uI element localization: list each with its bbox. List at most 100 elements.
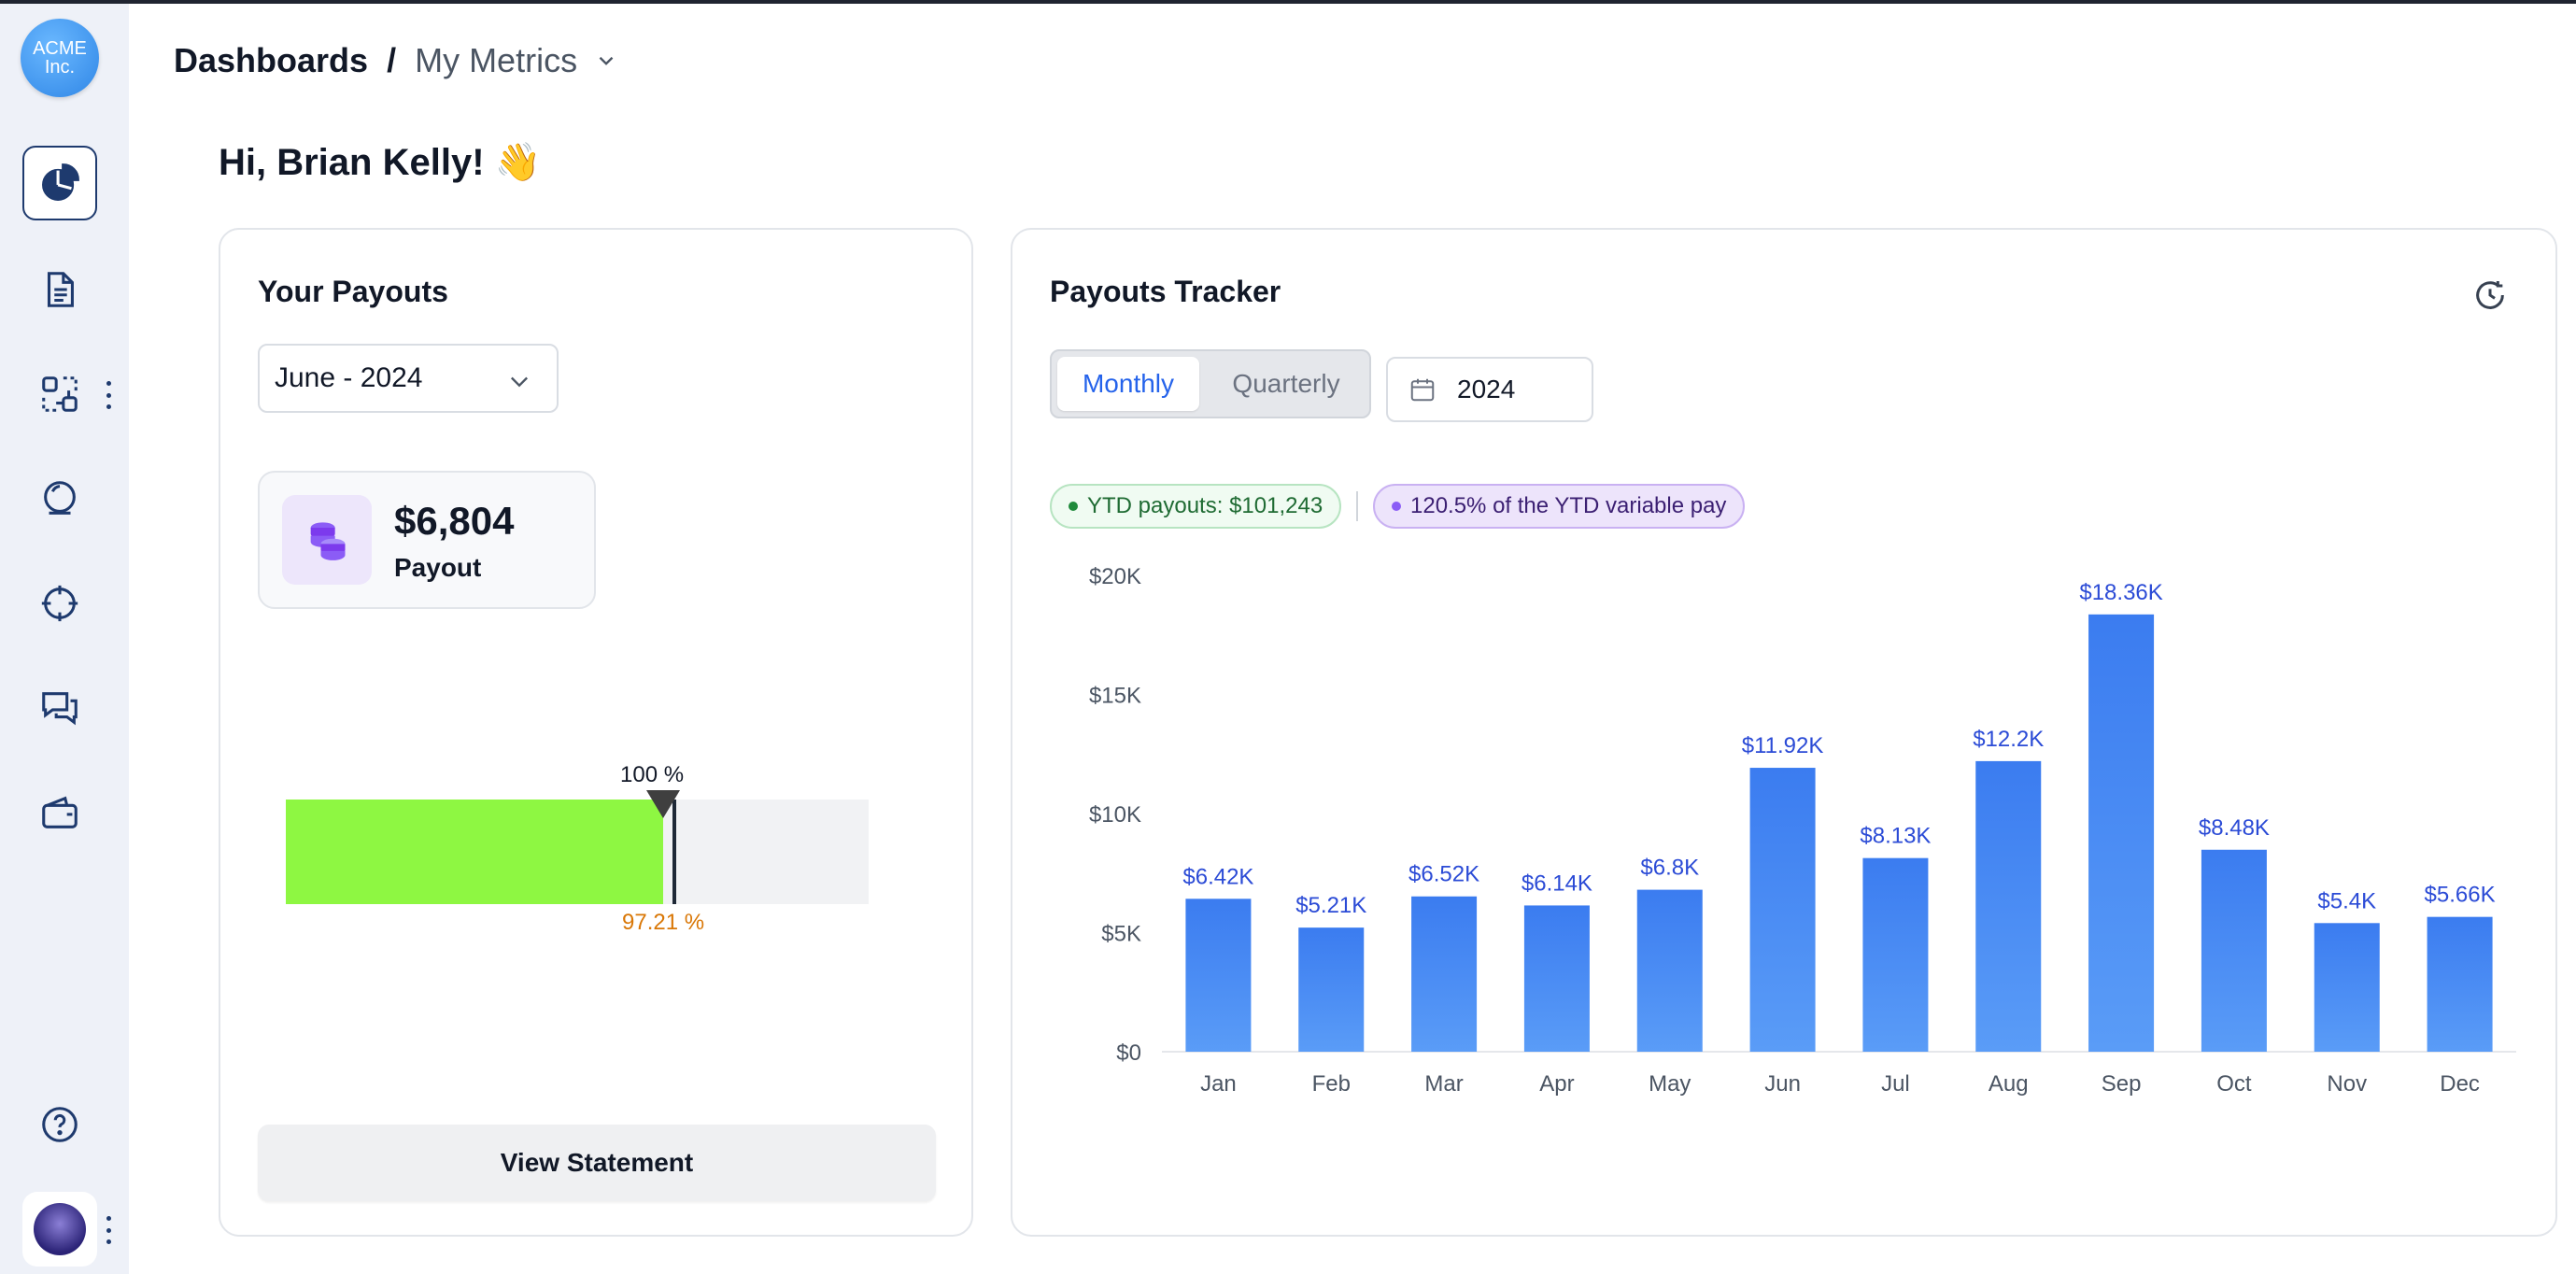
bar xyxy=(1523,905,1590,1052)
payout-label: Payout xyxy=(394,553,482,582)
chat-icon xyxy=(42,692,78,726)
x-tick-label: Jul xyxy=(1881,1071,1910,1097)
breadcrumb: Dashboards / My Metrics xyxy=(174,37,618,84)
y-tick-label: $5K xyxy=(1101,922,1141,947)
ytd-payouts-badge: YTD payouts: $101,243 xyxy=(1050,484,1342,529)
workflow-menu-dots[interactable] xyxy=(103,381,114,409)
tracker-title: Payouts Tracker xyxy=(1050,275,1281,308)
year-value: 2024 xyxy=(1457,375,1516,403)
top-border xyxy=(0,0,2576,4)
sidebar-item-targets[interactable] xyxy=(22,566,97,641)
x-tick-label: Jan xyxy=(1200,1071,1237,1097)
ytd-variable-badge: 120.5% of the YTD variable pay xyxy=(1373,484,1746,529)
pie-chart-icon xyxy=(42,163,79,201)
gauge-target-line xyxy=(672,800,676,904)
data-label: $5.4K xyxy=(2317,888,2376,913)
coins-icon xyxy=(282,495,372,585)
sidebar-item-forecast[interactable] xyxy=(22,461,97,536)
user-avatar[interactable] xyxy=(22,1192,97,1267)
profile-menu-dots[interactable] xyxy=(103,1216,114,1244)
period-toggle: Monthly Quarterly xyxy=(1050,349,1371,418)
bar xyxy=(2088,614,2155,1052)
data-label: $5.66K xyxy=(2425,883,2496,908)
y-tick-label: $10K xyxy=(1089,802,1141,828)
view-statement-button[interactable]: View Statement xyxy=(258,1125,936,1201)
history-icon[interactable] xyxy=(2471,276,2509,314)
data-label: $18.36K xyxy=(2079,580,2162,605)
document-icon xyxy=(47,272,74,307)
x-tick-label: Dec xyxy=(2440,1071,2480,1097)
data-label: $5.21K xyxy=(1295,893,1366,918)
sidebar: ACME Inc. xyxy=(0,4,129,1274)
chevron-down-icon[interactable] xyxy=(594,49,618,73)
company-logo[interactable]: ACME Inc. xyxy=(21,19,99,97)
wallet-icon xyxy=(42,796,78,828)
tracker-card: Payouts Tracker Monthly Quarterly 2024 Y… xyxy=(1011,228,2557,1237)
bar xyxy=(1636,889,1703,1052)
bar xyxy=(2314,923,2380,1052)
payouts-bar-chart: $0 $5K $10K $15K $20K $6.42K Jan $5.21K Feb $6.52… xyxy=(1089,566,2516,1097)
purple-dot-icon xyxy=(1392,502,1401,511)
tab-monthly[interactable]: Monthly xyxy=(1057,357,1199,411)
logo-line2: Inc. xyxy=(44,57,76,78)
data-label: $8.13K xyxy=(1860,824,1931,849)
period-select[interactable]: June - 2024 xyxy=(258,344,559,413)
chevron-down-icon xyxy=(511,376,528,388)
ytd-variable-text: 120.5% of the YTD variable pay xyxy=(1410,493,1727,518)
bar xyxy=(1749,768,1816,1052)
gauge-marker xyxy=(646,790,681,818)
data-label: $11.92K xyxy=(1742,733,1824,758)
greeting: Hi, Brian Kelly! 👋 xyxy=(219,142,542,183)
bar xyxy=(1185,899,1252,1052)
data-label: $6.42K xyxy=(1182,864,1253,889)
gauge-fill xyxy=(286,800,664,904)
crystal-ball-icon xyxy=(44,481,76,515)
x-tick-label: Mar xyxy=(1424,1071,1463,1097)
payout-gauge xyxy=(286,790,869,904)
x-tick-label: Nov xyxy=(2327,1071,2367,1097)
target-icon xyxy=(41,585,78,622)
sidebar-item-dashboards[interactable] xyxy=(22,146,97,220)
bar xyxy=(1411,896,1478,1052)
bar xyxy=(1862,857,1929,1052)
x-tick-label: Feb xyxy=(1312,1071,1351,1097)
sidebar-item-messages[interactable] xyxy=(22,671,97,745)
y-tick-label: $0 xyxy=(1116,1040,1141,1066)
calendar-icon xyxy=(1410,378,1435,402)
green-dot-icon xyxy=(1069,502,1078,511)
breadcrumb-separator: / xyxy=(387,41,397,79)
breadcrumb-my-metrics[interactable]: My Metrics xyxy=(415,41,578,79)
x-tick-label: Jun xyxy=(1764,1071,1801,1097)
payout-amount: $6,804 xyxy=(394,499,515,543)
y-tick-label: $15K xyxy=(1089,684,1141,709)
workflow-icon xyxy=(42,376,78,412)
gauge-target-label: 100 % xyxy=(620,762,685,787)
payout-summary: $6,804 Payout xyxy=(258,471,596,609)
help-icon xyxy=(42,1107,78,1142)
y-tick-label: $20K xyxy=(1089,566,1141,589)
x-tick-label: May xyxy=(1649,1071,1691,1097)
period-value: June - 2024 xyxy=(275,362,423,393)
data-label: $6.14K xyxy=(1522,871,1592,896)
data-label: $6.8K xyxy=(1640,856,1699,881)
avatar-image xyxy=(34,1203,86,1255)
data-label: $6.52K xyxy=(1408,862,1479,887)
tab-quarterly[interactable]: Quarterly xyxy=(1232,369,1340,398)
help-button[interactable] xyxy=(22,1087,97,1162)
data-label: $8.48K xyxy=(2199,815,2270,841)
breadcrumb-dashboards[interactable]: Dashboards xyxy=(174,41,369,79)
badge-divider xyxy=(1356,491,1358,521)
year-picker[interactable]: 2024 xyxy=(1386,357,1593,422)
bar xyxy=(1975,760,2042,1052)
data-label: $12.2K xyxy=(1973,727,2044,752)
payouts-card: Your Payouts June - 2024 $6,804 Payout 1… xyxy=(219,228,973,1237)
bar xyxy=(2201,849,2267,1052)
x-tick-label: Oct xyxy=(2216,1071,2252,1097)
x-tick-label: Apr xyxy=(1539,1071,1574,1097)
bar xyxy=(2427,916,2493,1052)
sidebar-item-workflows[interactable] xyxy=(22,357,97,432)
sidebar-item-statements[interactable] xyxy=(22,252,97,327)
sidebar-item-wallet[interactable] xyxy=(22,775,97,850)
logo-line1: ACME xyxy=(33,38,87,59)
ytd-payouts-text: YTD payouts: $101,243 xyxy=(1087,493,1323,518)
